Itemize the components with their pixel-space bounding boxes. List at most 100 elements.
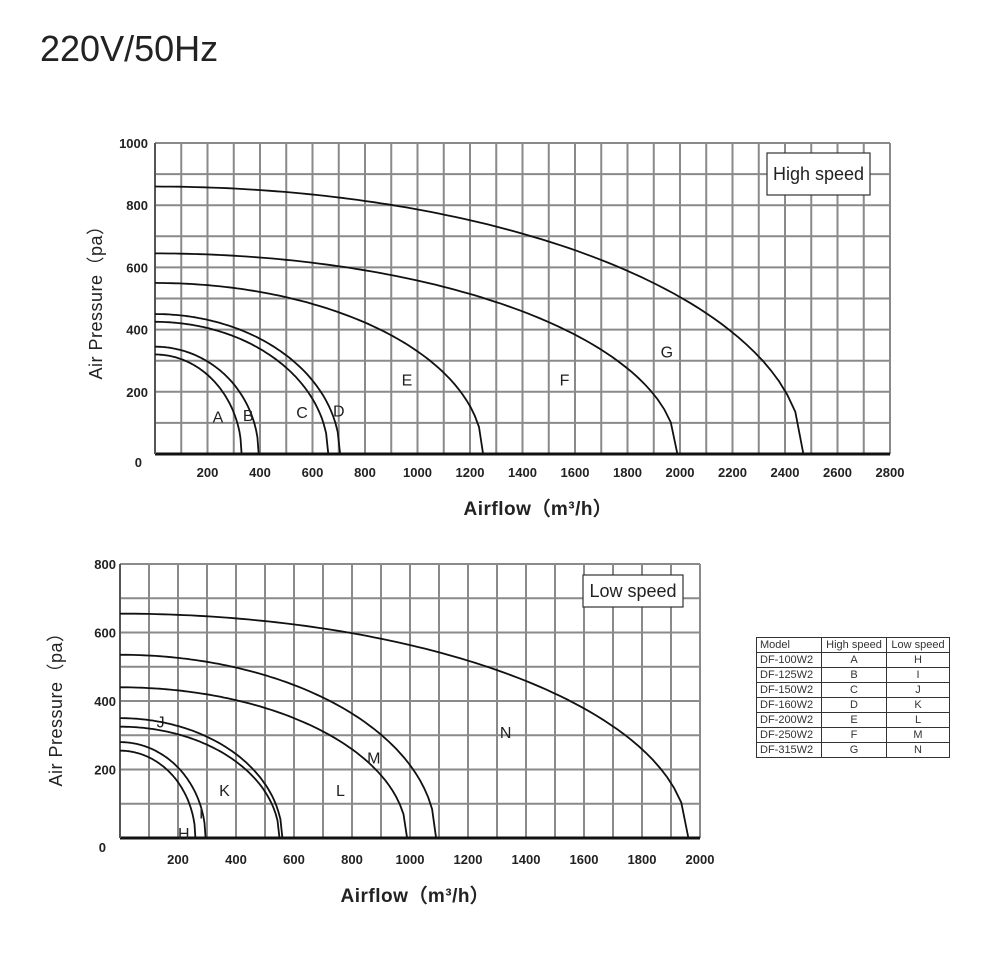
x-tick-label: 400: [225, 852, 247, 867]
curve-N: [120, 612, 690, 839]
curve-C: [155, 320, 330, 455]
x-tick-label: 2600: [823, 465, 852, 480]
curve-E: [154, 282, 484, 455]
table-row: DF-200W2 E L: [756, 712, 950, 728]
y-tick-label: 400: [126, 323, 148, 338]
curve-label-E: E: [402, 372, 413, 389]
table-cell: DF-125W2: [756, 667, 822, 683]
table-row: DF-315W2 G N: [756, 742, 950, 758]
table-cell: I: [886, 667, 950, 683]
table-cell: E: [821, 712, 887, 728]
curve-label-J: J: [157, 715, 165, 732]
curve-label-F: F: [560, 372, 570, 389]
model-table-header-cell: Model: [756, 637, 822, 653]
curve-G: [154, 185, 805, 455]
y-tick-label: 600: [94, 626, 116, 641]
x-tick-label: 1000: [403, 465, 432, 480]
table-cell: L: [886, 712, 950, 728]
table-cell: DF-160W2: [756, 697, 822, 713]
x-tick-label: 2200: [718, 465, 747, 480]
model-table: Model High speed Low speed DF-100W2 A H DF-125…: [756, 637, 950, 758]
curve-label-B: B: [243, 408, 254, 425]
x-tick-label: 1600: [561, 465, 590, 480]
curve-I: [120, 741, 207, 839]
table-cell: K: [886, 697, 950, 713]
curve-K: [120, 717, 284, 839]
table-cell: N: [886, 742, 950, 758]
model-table-header: Model High speed Low speed: [756, 637, 950, 653]
table-cell: DF-315W2: [756, 742, 822, 758]
curve-label-K: K: [219, 783, 230, 800]
x-tick-label: 1800: [613, 465, 642, 480]
y-tick-label: 400: [94, 694, 116, 709]
x-tick-label: 200: [197, 465, 219, 480]
curve-L: [120, 686, 408, 839]
chart-high-group: 0 200 400 600 800 1000 200 400 600 800 1000 1200 140…: [86, 136, 904, 520]
table-row: DF-250W2 F M: [756, 727, 950, 743]
x-tick-label: 600: [302, 465, 324, 480]
y-tick-label: 0: [99, 840, 106, 855]
curve-label-L: L: [336, 783, 345, 800]
y-tick-label: 800: [94, 557, 116, 572]
table-cell: G: [821, 742, 887, 758]
x-tick-label: 600: [283, 852, 305, 867]
y-tick-label: 800: [126, 198, 148, 213]
table-cell: F: [821, 727, 887, 743]
x-tick-label: 1000: [396, 852, 425, 867]
table-cell: DF-150W2: [756, 682, 822, 698]
curve-label-G: G: [661, 344, 673, 361]
y-axis-label: Air Pressure（pa）: [46, 623, 66, 786]
x-tick-label: 2000: [686, 852, 715, 867]
curve-label-M: M: [367, 751, 380, 768]
model-table-header-cell: Low speed: [886, 637, 950, 653]
x-tick-label: 1400: [508, 465, 537, 480]
curve-H: [120, 749, 197, 839]
curve-M: [120, 653, 437, 839]
curve-A: [155, 353, 243, 455]
speed-box: [766, 152, 871, 196]
table-row: DF-125W2 B I: [756, 667, 950, 683]
table-cell: DF-250W2: [756, 727, 822, 743]
table-cell: A: [821, 652, 887, 668]
curve-B: [155, 345, 260, 455]
y-tick-label: 200: [94, 763, 116, 778]
curve-D: [154, 313, 341, 455]
curve-label-N: N: [500, 725, 512, 742]
curve-F: [155, 252, 679, 455]
table-cell: M: [886, 727, 950, 743]
curve-label-H: H: [178, 826, 190, 843]
curve-label-C: C: [296, 405, 308, 422]
table-cell: DF-200W2: [756, 712, 822, 728]
speed-box: [582, 574, 684, 608]
page-title: 220V/50Hz: [40, 28, 219, 69]
table-cell: DF-100W2: [756, 652, 822, 668]
speed-box-label: High speed: [773, 164, 864, 184]
table-row: DF-160W2 D K: [756, 697, 950, 713]
x-tick-label: 1200: [456, 465, 485, 480]
x-tick-label: 800: [341, 852, 363, 867]
curve-label-D: D: [333, 403, 345, 420]
y-tick-label: 600: [126, 260, 148, 275]
x-tick-label: 1200: [454, 852, 483, 867]
x-axis-label: Airflow（m³/h）: [464, 497, 613, 520]
table-cell: B: [821, 667, 887, 683]
y-axis-label: Air Pressure（pa）: [86, 216, 106, 379]
x-tick-label: 2800: [876, 465, 905, 480]
x-tick-label: 1800: [628, 852, 657, 867]
chart-low-group: 0 200 400 600 800 200 400 600 800 1000 1200 1400 160…: [46, 557, 714, 907]
table-row: DF-100W2 A H: [756, 652, 950, 668]
x-tick-label: 200: [167, 852, 189, 867]
table-cell: H: [886, 652, 950, 668]
x-tick-label: 400: [249, 465, 271, 480]
y-tick-label: 0: [135, 455, 142, 470]
x-tick-label: 1400: [512, 852, 541, 867]
curve-label-I: I: [199, 805, 203, 822]
table-cell: D: [821, 697, 887, 713]
x-tick-label: 2000: [666, 465, 695, 480]
curve-J: [120, 725, 281, 839]
curve-label-A: A: [213, 410, 224, 427]
y-tick-label: 1000: [119, 136, 148, 151]
table-row: DF-150W2 C J: [756, 682, 950, 698]
x-tick-label: 800: [354, 465, 376, 480]
